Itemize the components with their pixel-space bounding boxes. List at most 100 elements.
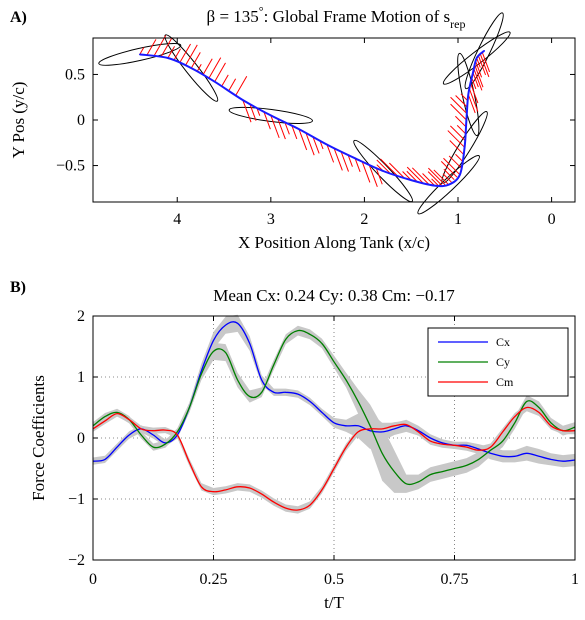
panel-a-path-point: [483, 49, 486, 52]
panel-a-force-vector: [196, 64, 202, 72]
panel-a-force-vector: [443, 168, 455, 181]
panel-a-force-vector: [368, 164, 378, 187]
panel-b-series-lines: [92, 321, 576, 511]
panel-a-force-vector: [480, 54, 490, 78]
panel-a-ytick-label: 0.5: [65, 66, 85, 83]
panel-a-force-vector: [427, 171, 442, 186]
panel-a-force-vector: [478, 56, 487, 76]
panel-a-force-vector: [406, 166, 424, 184]
panel-a-force-vector: [431, 178, 439, 186]
panel-a-force-vector: [469, 88, 479, 112]
panel-a-force-vector: [475, 61, 483, 78]
panel-a-foil-outline: [442, 31, 511, 85]
panel-a-force-vector: [153, 35, 167, 57]
panel-a-force-vector: [263, 111, 271, 130]
panel-a-path-point: [463, 146, 466, 149]
panel-a-force-vector: [249, 103, 257, 121]
panel-b-legend-label-cm: Cm: [496, 375, 514, 389]
panel-a-title-rest: : Global Frame Motion of s: [264, 7, 451, 26]
panel-a-force-vector: [474, 65, 484, 88]
panel-a-ytick-label: 0: [77, 112, 85, 129]
panel-a-force-vector: [442, 173, 452, 183]
panel-a-force-vector: [473, 68, 483, 91]
panel-a-force-vector: [449, 140, 464, 155]
panel-a-force-vector: [471, 77, 477, 90]
panel-b-ytick-label: 2: [77, 308, 85, 325]
panel-a-title-sub: rep: [450, 17, 465, 31]
panel-a-force-vector: [184, 44, 198, 66]
panel-a-force-vector: [447, 130, 465, 148]
panel-a-force-vector: [167, 46, 175, 59]
panel-b-xlabel: t/T: [324, 593, 344, 612]
panel-a-force-vector: [440, 161, 458, 178]
panel-a-force-vector: [406, 170, 418, 182]
panel-a-foil-outline: [441, 111, 488, 184]
panel-a-force-vector: [476, 57, 481, 68]
panel-a-y-ticks: 0.5 0 −0.5: [56, 66, 575, 175]
panel-b-ytick-label: −2: [68, 552, 85, 569]
panel-a-force-vector: [312, 136, 320, 154]
panel-a-path-point: [382, 170, 384, 172]
panel-a-force-vector: [228, 78, 237, 92]
panel-a-force-vector: [388, 162, 405, 179]
panel-a-ytick-label: −0.5: [56, 158, 85, 175]
panel-a-force-vector: [270, 115, 280, 139]
panel-b-ylabel: Force Coefficients: [29, 375, 48, 501]
panel-a-foil-outline: [164, 34, 219, 102]
panel-a-force-vector: [139, 47, 145, 55]
panel-b-legend-label-cx: Cx: [496, 335, 510, 349]
panel-a-foil-outline: [464, 12, 504, 90]
panel-b-title: Mean Cx: 0.24 Cy: 0.38 Cm: −0.17: [213, 286, 455, 305]
panel-a-path-point: [410, 179, 413, 181]
panel-a-force-vector: [333, 147, 343, 171]
panel-a-force-vector: [340, 151, 349, 172]
panel-b-x-ticks: 0 0.25 0.5 0.75 1: [89, 316, 579, 588]
panel-a-force-vector: [460, 93, 469, 102]
panel-b-band-cx: [93, 314, 575, 468]
panel-a-path-point: [270, 114, 272, 117]
panel-a-force-vector: [450, 103, 467, 121]
panel-a-path-point: [167, 57, 169, 59]
panel-a-path-point: [241, 99, 244, 101]
panel-b-ytick-label: 1: [77, 369, 85, 386]
panel-a-path-point: [190, 67, 193, 69]
panel-a-xtick-label: 1: [454, 211, 462, 228]
panel-a-path-point: [467, 93, 470, 96]
panel-a-xlabel: X Position Along Tank (x/c): [238, 233, 430, 252]
panel-b-legend-box: [427, 327, 569, 397]
panel-a-force-vector: [428, 167, 446, 186]
panel-a-force-vector: [214, 62, 226, 82]
panel-a-force-vector: [179, 43, 191, 64]
panel-b-legend-label-cy: Cy: [496, 355, 510, 369]
panel-a-force-vector: [380, 158, 398, 176]
panel-b-xtick-label: 0.25: [200, 571, 228, 588]
panel-a-title: β = 135°: Global Frame Motion of srep: [207, 4, 466, 31]
panel-a-force-vector: [208, 57, 222, 79]
panel-a-force-vector: [450, 125, 466, 141]
panel-a-force-vector: [448, 155, 462, 169]
panel-a-path-point: [433, 184, 436, 187]
panel-b-y-ticks: 2 1 0 −1 −2: [68, 308, 575, 569]
panel-a-path-point: [138, 53, 141, 56]
panel-a-force-vector: [455, 115, 467, 128]
panel-a-force-vector: [361, 161, 371, 183]
panel-a-force-vector: [450, 96, 468, 114]
panel-a-path-point: [465, 119, 468, 121]
panel-a-path-point: [326, 143, 328, 146]
panel-a-force-vector: [470, 83, 479, 104]
panel-a-title-degree: °: [259, 4, 264, 18]
panel-a-force-vector: [242, 99, 252, 123]
panel-a-force-vector: [433, 169, 450, 186]
panel-a-force-vector: [305, 132, 315, 156]
panel-b-xtick-label: 0: [89, 571, 97, 588]
panel-a-force-vector: [443, 157, 461, 176]
panel-a-force-vector: [190, 52, 201, 69]
panel-a-force-vector: [467, 94, 476, 114]
panel-b-legend: Cx Cy Cm: [427, 327, 569, 397]
panel-a-foil-outline: [228, 106, 313, 124]
panel-b: B) Mean Cx: 0.24 Cy: 0.38 Cm: −0.17 0 0.2…: [10, 279, 579, 612]
panel-a-path-point: [459, 173, 461, 176]
panel-b-xtick-label: 1: [571, 571, 579, 588]
panel-a-force-vector: [481, 52, 491, 73]
panel-a-xtick-label: 3: [267, 211, 275, 228]
